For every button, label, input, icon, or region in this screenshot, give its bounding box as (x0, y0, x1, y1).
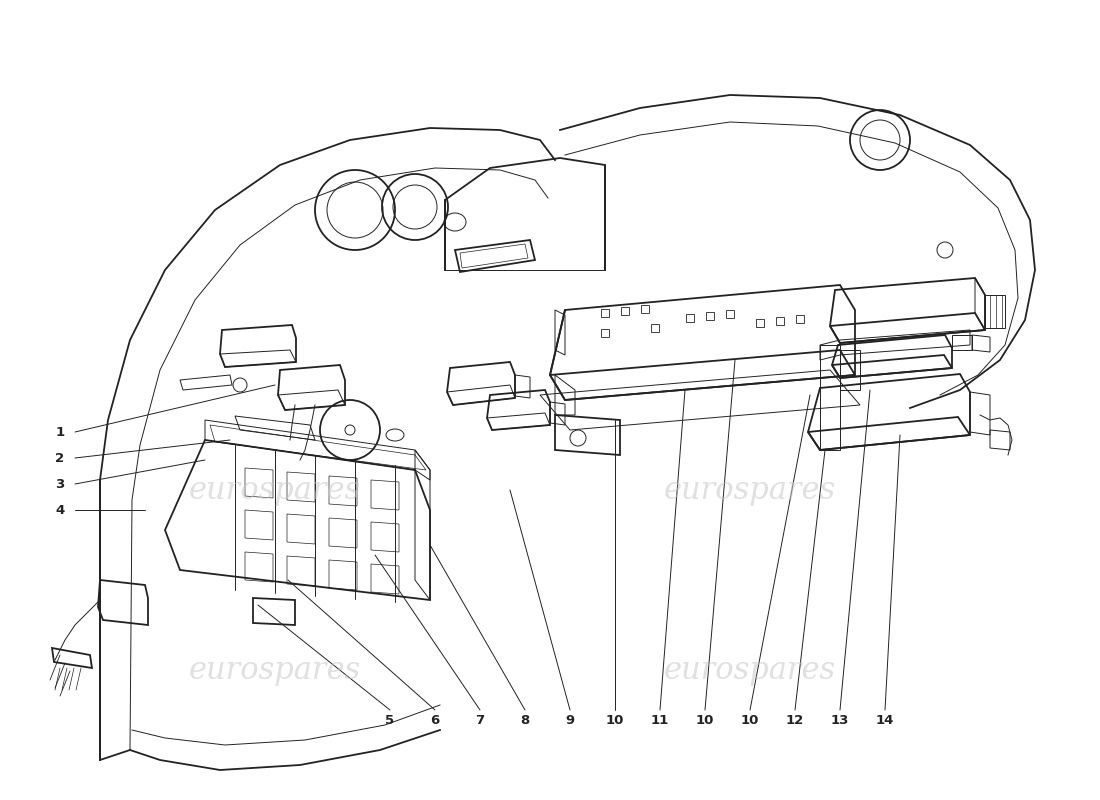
Text: 1: 1 (55, 426, 65, 438)
Text: 5: 5 (385, 714, 395, 726)
Text: eurospares: eurospares (664, 654, 836, 686)
Text: 3: 3 (55, 478, 65, 490)
Text: 14: 14 (876, 714, 894, 726)
Text: 10: 10 (606, 714, 624, 726)
Text: 10: 10 (740, 714, 759, 726)
Text: eurospares: eurospares (189, 474, 361, 506)
Text: 6: 6 (430, 714, 440, 726)
Text: 7: 7 (475, 714, 485, 726)
Text: 11: 11 (651, 714, 669, 726)
Text: 13: 13 (830, 714, 849, 726)
Text: eurospares: eurospares (664, 474, 836, 506)
Text: 2: 2 (55, 451, 65, 465)
Text: 8: 8 (520, 714, 529, 726)
Text: 10: 10 (696, 714, 714, 726)
Text: 4: 4 (55, 503, 65, 517)
Text: 12: 12 (785, 714, 804, 726)
Text: 9: 9 (565, 714, 574, 726)
Text: eurospares: eurospares (189, 654, 361, 686)
